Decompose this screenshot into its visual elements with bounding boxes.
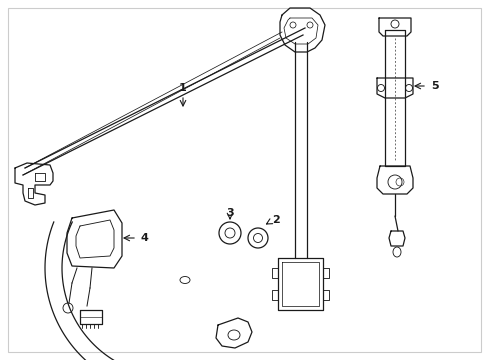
Text: 1: 1	[179, 83, 186, 93]
Text: 2: 2	[271, 215, 279, 225]
Text: 3: 3	[226, 208, 233, 218]
Text: 4: 4	[140, 233, 148, 243]
Text: 5: 5	[430, 81, 438, 91]
